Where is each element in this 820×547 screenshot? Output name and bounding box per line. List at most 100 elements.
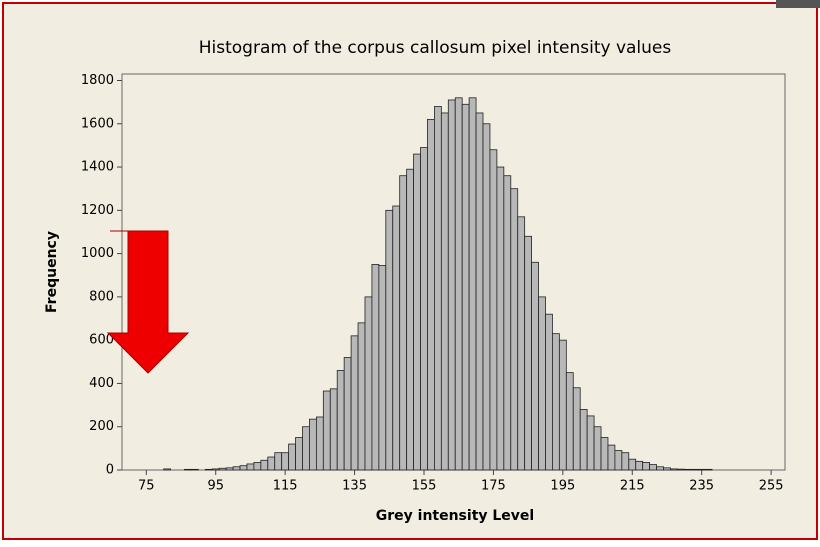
bar bbox=[539, 297, 546, 470]
bar bbox=[407, 169, 414, 470]
bar bbox=[476, 113, 483, 470]
bar bbox=[518, 217, 525, 470]
bar bbox=[608, 445, 615, 470]
chart: Histogram of the corpus callosum pixel i… bbox=[0, 0, 820, 547]
bar bbox=[601, 438, 608, 470]
bar bbox=[337, 370, 344, 470]
bar bbox=[559, 340, 566, 470]
bar bbox=[289, 444, 296, 470]
bar bbox=[615, 451, 622, 470]
bar bbox=[643, 462, 650, 470]
bar bbox=[490, 150, 497, 470]
bar bbox=[497, 167, 504, 470]
bar bbox=[303, 427, 310, 470]
bar bbox=[504, 176, 511, 470]
chart-title: Histogram of the corpus callosum pixel i… bbox=[199, 38, 672, 58]
bar bbox=[573, 388, 580, 470]
y-tick-label: 1400 bbox=[81, 160, 114, 175]
bar bbox=[483, 124, 490, 470]
x-tick-label: 75 bbox=[138, 479, 155, 494]
y-axis-label: Frequency bbox=[44, 231, 60, 313]
y-tick-label: 1800 bbox=[81, 73, 114, 88]
bar bbox=[421, 148, 428, 470]
bar bbox=[434, 106, 441, 470]
bar bbox=[205, 469, 212, 470]
bar bbox=[212, 469, 219, 470]
bar bbox=[365, 297, 372, 470]
x-tick-label: 255 bbox=[759, 479, 784, 494]
bar bbox=[323, 391, 330, 470]
x-tick-label: 95 bbox=[207, 479, 224, 494]
bar bbox=[629, 459, 636, 470]
bar bbox=[705, 469, 712, 470]
bar bbox=[247, 464, 254, 470]
bar bbox=[330, 389, 337, 470]
bar bbox=[441, 113, 448, 470]
bar bbox=[414, 154, 421, 470]
y-tick-label: 0 bbox=[106, 463, 114, 478]
bar bbox=[587, 416, 594, 470]
bar bbox=[594, 427, 601, 470]
bar bbox=[261, 460, 268, 470]
bar bbox=[545, 314, 552, 470]
bar bbox=[372, 264, 379, 470]
bar bbox=[219, 468, 226, 470]
bar bbox=[393, 206, 400, 470]
bar bbox=[455, 98, 462, 470]
y-tick-label: 1000 bbox=[81, 246, 114, 261]
x-tick-label: 215 bbox=[620, 479, 645, 494]
bar bbox=[698, 469, 705, 470]
bar bbox=[636, 461, 643, 470]
bar bbox=[268, 457, 275, 470]
bar bbox=[358, 323, 365, 470]
page: Histogram of the corpus callosum pixel i… bbox=[0, 0, 820, 547]
x-tick-label: 135 bbox=[342, 479, 367, 494]
bar bbox=[677, 469, 684, 470]
bar bbox=[511, 189, 518, 470]
bar bbox=[309, 419, 316, 470]
bar bbox=[525, 236, 532, 470]
y-tick-label: 1600 bbox=[81, 116, 114, 131]
x-tick-label: 155 bbox=[412, 479, 437, 494]
bar bbox=[448, 100, 455, 470]
x-tick-label: 115 bbox=[273, 479, 298, 494]
bar bbox=[254, 462, 261, 470]
bar bbox=[282, 453, 289, 470]
bar bbox=[622, 453, 629, 470]
bar bbox=[684, 469, 691, 470]
x-tick-label: 175 bbox=[481, 479, 506, 494]
y-tick-label: 1200 bbox=[81, 203, 114, 218]
y-tick-label: 400 bbox=[89, 376, 114, 391]
bar bbox=[664, 468, 671, 470]
y-tick-label: 200 bbox=[89, 419, 114, 434]
bar bbox=[469, 98, 476, 470]
x-tick-label: 195 bbox=[550, 479, 575, 494]
bar bbox=[580, 409, 587, 470]
bar bbox=[650, 465, 657, 470]
bar bbox=[296, 438, 303, 470]
bar bbox=[379, 266, 386, 470]
x-tick-label: 235 bbox=[689, 479, 714, 494]
bar bbox=[191, 469, 198, 470]
bar bbox=[184, 469, 191, 470]
bar bbox=[566, 373, 573, 470]
bar bbox=[670, 469, 677, 470]
bar bbox=[691, 469, 698, 470]
bar bbox=[386, 210, 393, 470]
bar bbox=[240, 466, 247, 470]
corner-image bbox=[776, 0, 820, 8]
bar bbox=[226, 468, 233, 470]
bar bbox=[344, 357, 351, 470]
y-tick-label: 800 bbox=[89, 289, 114, 304]
bar bbox=[275, 453, 282, 470]
bar bbox=[400, 176, 407, 470]
bar bbox=[552, 334, 559, 470]
bar bbox=[532, 262, 539, 470]
x-axis-label: Grey intensity Level bbox=[376, 508, 534, 524]
bar bbox=[233, 467, 240, 470]
bar bbox=[164, 469, 171, 470]
bar bbox=[462, 104, 469, 470]
bar bbox=[316, 417, 323, 470]
bar bbox=[351, 336, 358, 470]
bar bbox=[657, 467, 664, 470]
